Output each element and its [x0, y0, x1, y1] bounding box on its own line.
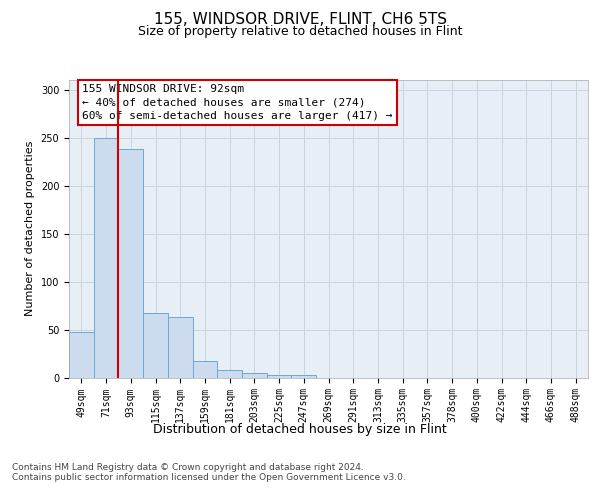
Y-axis label: Number of detached properties: Number of detached properties — [25, 141, 35, 316]
Bar — [292, 374, 316, 378]
Bar — [143, 313, 168, 378]
Bar — [118, 149, 143, 378]
Bar — [69, 332, 94, 378]
Text: 155, WINDSOR DRIVE, FLINT, CH6 5TS: 155, WINDSOR DRIVE, FLINT, CH6 5TS — [154, 12, 446, 28]
Bar — [267, 374, 292, 378]
Bar — [168, 317, 193, 378]
Text: Size of property relative to detached houses in Flint: Size of property relative to detached ho… — [138, 25, 462, 38]
Text: Contains HM Land Registry data © Crown copyright and database right 2024.
Contai: Contains HM Land Registry data © Crown c… — [12, 462, 406, 482]
Text: 155 WINDSOR DRIVE: 92sqm
← 40% of detached houses are smaller (274)
60% of semi-: 155 WINDSOR DRIVE: 92sqm ← 40% of detach… — [82, 84, 392, 121]
Text: Distribution of detached houses by size in Flint: Distribution of detached houses by size … — [153, 422, 447, 436]
Bar — [193, 361, 217, 378]
Bar — [94, 138, 118, 378]
Bar — [217, 370, 242, 378]
Bar — [242, 372, 267, 378]
